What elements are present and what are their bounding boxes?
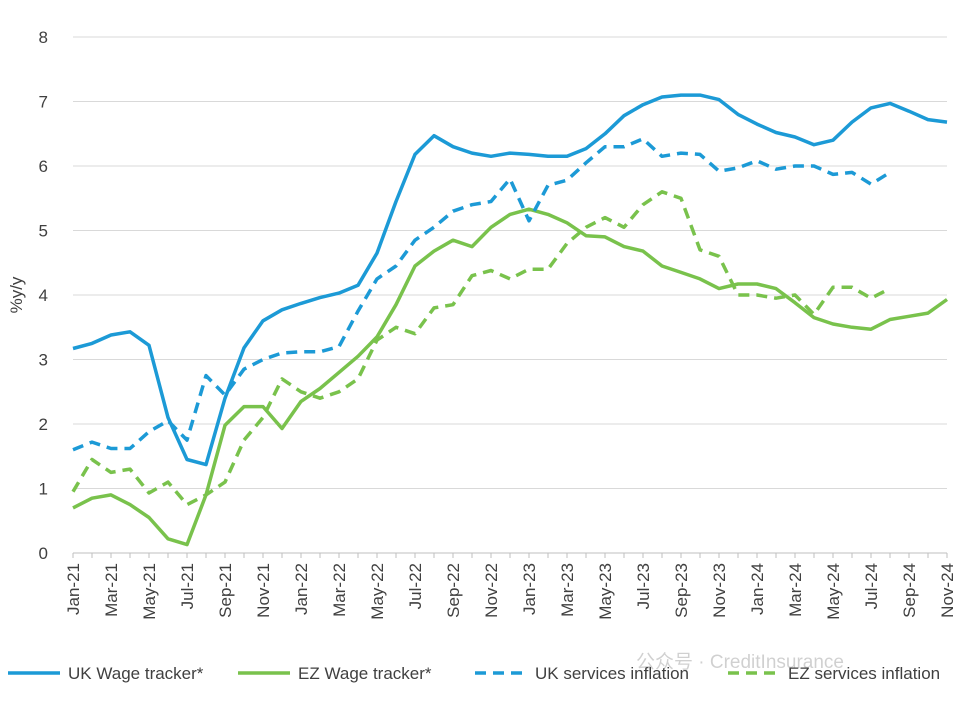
- x-tick-label: Mar-23: [558, 563, 577, 617]
- legend-label: UK Wage tracker*: [68, 664, 204, 683]
- x-tick-label: Sep-22: [444, 563, 463, 618]
- x-tick-label: Jul-22: [406, 563, 425, 609]
- y-tick-label: 7: [39, 93, 48, 112]
- x-tick-label: May-23: [596, 563, 615, 620]
- watermark: 公众号 · CreditInsurance: [636, 651, 844, 673]
- x-tick-label: Jul-21: [178, 563, 197, 609]
- legend-label: UK services inflation: [535, 664, 689, 683]
- x-tick-label: Mar-21: [102, 563, 121, 617]
- y-tick-label: 1: [39, 480, 48, 499]
- y-tick-label: 0: [39, 544, 48, 563]
- x-tick-label: Jan-24: [748, 563, 767, 615]
- x-tick-label: Sep-24: [900, 563, 919, 618]
- x-tick-label: Nov-23: [710, 563, 729, 618]
- legend-label: EZ Wage tracker*: [298, 664, 432, 683]
- x-tick-label: May-24: [824, 563, 843, 620]
- series-line: [72, 137, 891, 452]
- x-tick-label: Nov-22: [482, 563, 501, 618]
- x-tick-label: May-22: [368, 563, 387, 620]
- y-tick-label: 6: [39, 157, 48, 176]
- x-tick-label: Nov-24: [938, 563, 957, 618]
- x-tick-label: Jan-23: [520, 563, 539, 615]
- y-tick-label: 4: [39, 286, 48, 305]
- x-tick-label: Mar-22: [330, 563, 349, 617]
- series-line: [72, 207, 949, 547]
- x-tick-label: Jul-24: [862, 563, 881, 609]
- x-tick-label: Sep-21: [216, 563, 235, 618]
- y-tick-label: 3: [39, 351, 48, 370]
- x-tick-label: Mar-24: [786, 563, 805, 617]
- x-tick-label: Nov-21: [254, 563, 273, 618]
- x-tick-label: Sep-23: [672, 563, 691, 618]
- y-tick-label: 5: [39, 222, 48, 241]
- y-tick-label: 8: [39, 28, 48, 47]
- x-tick-label: May-21: [140, 563, 159, 620]
- y-tick-label: 2: [39, 415, 48, 434]
- x-tick-label: Jan-22: [292, 563, 311, 615]
- legend-label: EZ services inflation: [788, 664, 940, 683]
- series-line: [72, 93, 948, 467]
- y-axis-label: %y/y: [7, 276, 26, 313]
- x-tick-label: Jan-21: [64, 563, 83, 615]
- x-tick-label: Jul-23: [634, 563, 653, 609]
- series-line: [71, 190, 891, 507]
